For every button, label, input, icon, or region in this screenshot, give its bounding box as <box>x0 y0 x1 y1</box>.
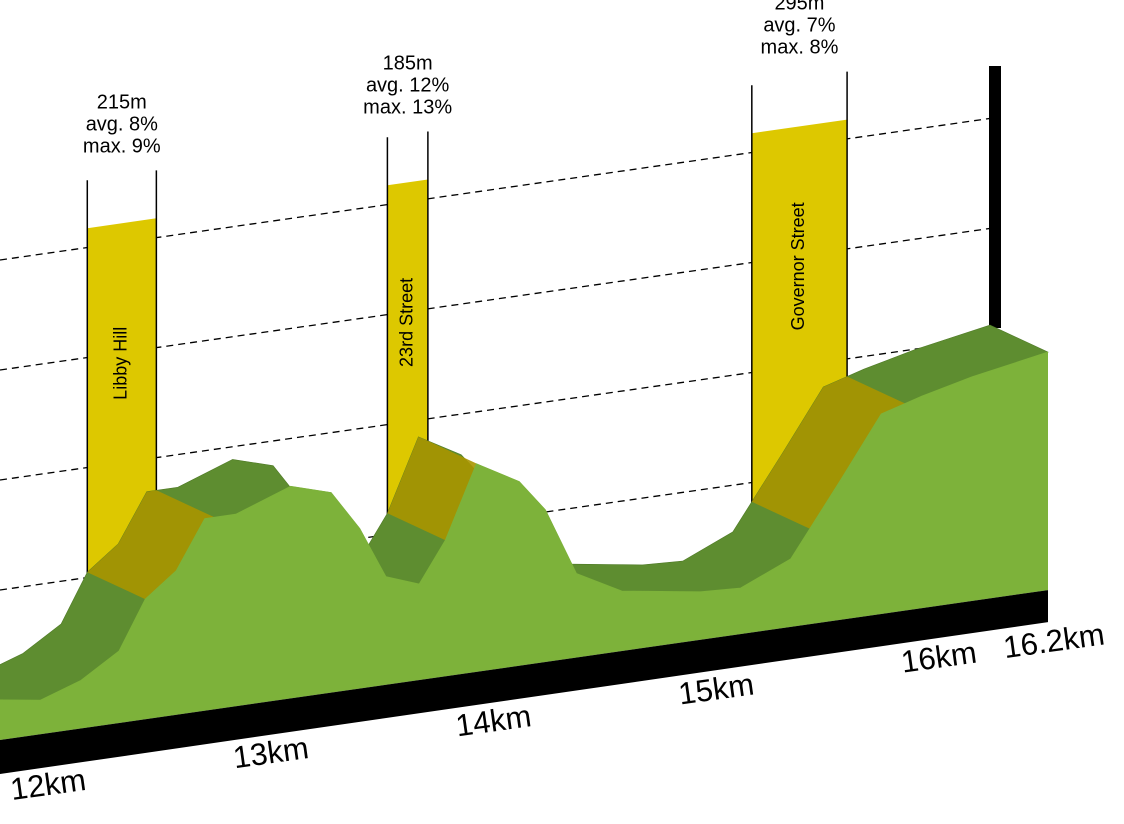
ground-band <box>0 590 1048 774</box>
climb-name: Libby Hill <box>111 327 131 400</box>
climb-stat: avg. 12% <box>366 75 450 97</box>
climb-stat: max. 8% <box>761 37 839 59</box>
climb-name: 23rd Street <box>396 278 416 367</box>
climb-stat: max. 9% <box>83 135 161 157</box>
climb-stat: avg. 8% <box>86 113 158 135</box>
climb-surface <box>87 490 215 600</box>
climb-surface <box>387 436 486 541</box>
climb-surface <box>751 376 906 529</box>
profile-line <box>0 351 1049 701</box>
finish-pole <box>989 66 1001 328</box>
climb-stat: 215m <box>97 91 147 113</box>
climb-stat: max. 13% <box>363 97 452 119</box>
terrain-front <box>0 352 1048 740</box>
climb-stat: 185m <box>383 53 433 75</box>
climb-stat: 295m <box>774 0 824 15</box>
climb-name: Governor Street <box>788 202 808 330</box>
climb-stat: avg. 7% <box>763 15 835 37</box>
